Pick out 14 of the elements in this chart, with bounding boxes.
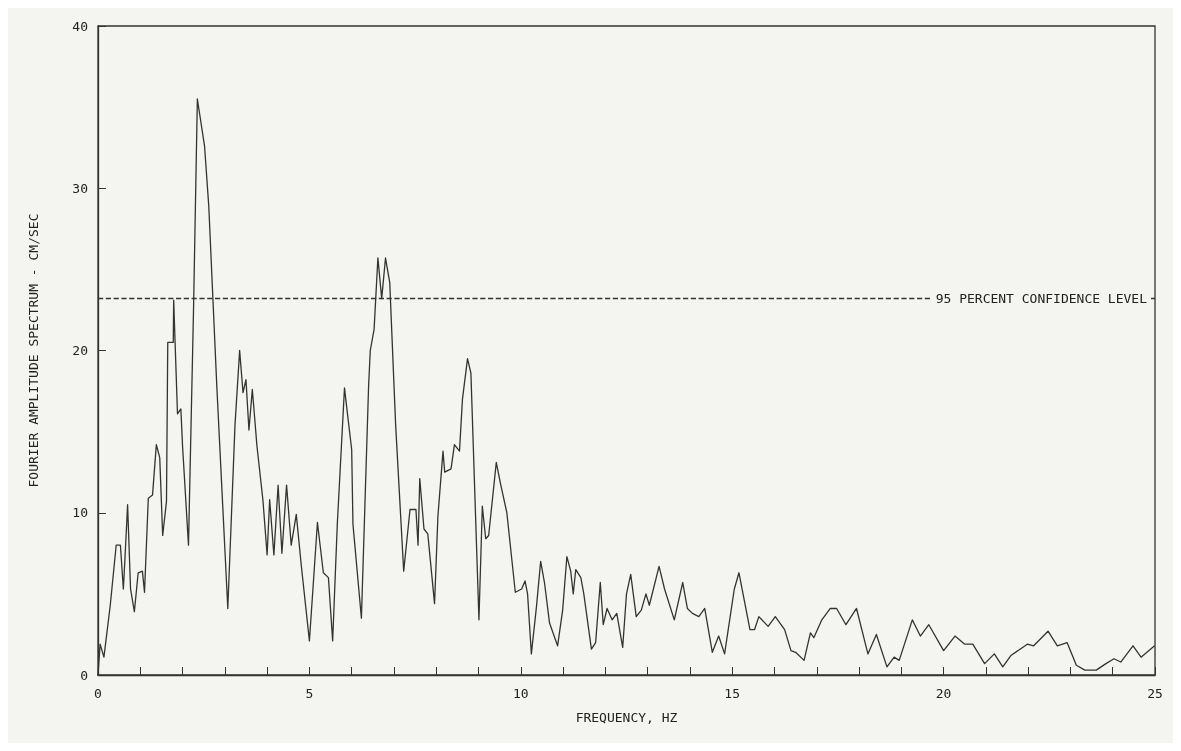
x-tick-label: 5 xyxy=(305,686,314,701)
y-tick-label: 20 xyxy=(72,343,88,358)
x-tick-label: 20 xyxy=(935,686,952,701)
x-tick-label: 15 xyxy=(724,686,741,701)
y-tick-label: 0 xyxy=(80,667,88,683)
x-tick-label: 10 xyxy=(512,686,529,701)
y-axis-title: FOURIER AMPLITUDE SPECTRUM - CM/SEC xyxy=(26,213,41,488)
y-tick-label: 40 xyxy=(72,18,88,34)
y-tick-label: 10 xyxy=(72,505,88,521)
x-tick-label: 25 xyxy=(1147,686,1163,701)
x-axis-title: FREQUENCY, HZ xyxy=(575,710,678,725)
ref-line-label: 95 PERCENT CONFIDENCE LEVEL xyxy=(935,291,1148,307)
x-tick-label: 0 xyxy=(94,686,102,701)
y-tick-label: 30 xyxy=(72,180,88,196)
